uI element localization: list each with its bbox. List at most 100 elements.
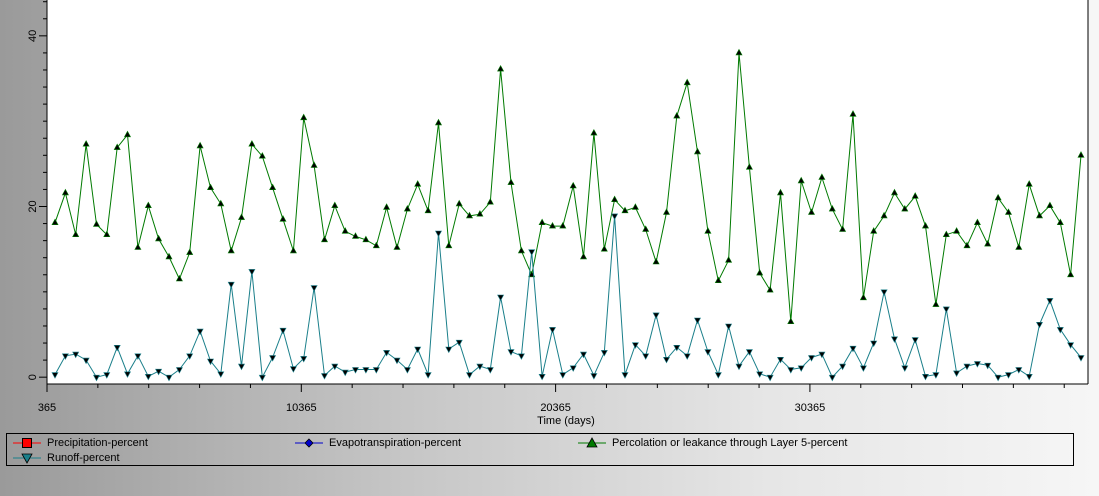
data-point (714, 276, 722, 284)
data-point (528, 249, 536, 256)
data-point (714, 372, 722, 379)
data-point (1035, 321, 1044, 329)
data-point (383, 350, 391, 357)
data-point (942, 306, 950, 314)
data-point (611, 195, 619, 202)
data-point (72, 230, 80, 237)
data-point (600, 350, 608, 357)
data-point (269, 355, 277, 362)
data-point (92, 374, 101, 382)
data-point (217, 199, 225, 207)
data-point (921, 221, 930, 229)
data-point (61, 353, 69, 360)
data-point (227, 281, 235, 289)
data-point (600, 245, 608, 252)
data-point (372, 367, 380, 374)
series-layer (51, 48, 1085, 382)
data-point (611, 213, 619, 221)
y-ticks: 0 20 40 (27, 1, 47, 380)
data-point (942, 230, 950, 237)
data-point (113, 344, 121, 352)
series-line (54, 215, 1082, 379)
data-point (103, 230, 111, 237)
data-point (507, 178, 515, 185)
x-ticks: 365 10365 20365 30365 (38, 384, 1065, 414)
square-marker-icon (13, 438, 41, 448)
data-point (901, 365, 909, 372)
data-point (237, 363, 246, 371)
data-point (497, 294, 505, 302)
data-point (92, 220, 101, 227)
data-point (61, 188, 69, 196)
data-point (424, 206, 432, 214)
data-point (725, 323, 733, 331)
legend-label: Precipitation-percent (47, 437, 148, 449)
data-point (693, 317, 702, 325)
data-point (590, 373, 598, 380)
data-point (186, 353, 194, 360)
data-point (839, 363, 847, 371)
data-point (756, 268, 764, 276)
data-point (1046, 201, 1054, 208)
data-point (134, 353, 142, 360)
data-point (113, 143, 121, 150)
data-point (465, 211, 474, 219)
x-axis-label: Time (days) (537, 415, 595, 427)
data-point (693, 147, 702, 155)
data-point (849, 110, 857, 117)
data-point (766, 374, 774, 382)
data-point (486, 367, 494, 374)
diamond-marker-icon (295, 438, 323, 448)
data-point (82, 140, 90, 147)
data-point (414, 180, 422, 187)
data-point (911, 192, 919, 199)
data-point (300, 356, 308, 363)
data-point (310, 285, 318, 292)
data-point (984, 239, 992, 247)
data-point (123, 371, 132, 378)
plot-background (47, 0, 1088, 384)
data-point (434, 118, 443, 126)
data-point (787, 317, 795, 325)
data-point (175, 367, 183, 374)
data-point (393, 243, 401, 250)
data-point (123, 130, 132, 138)
data-point (953, 370, 961, 378)
data-point (984, 362, 992, 370)
data-point (414, 346, 422, 354)
x-tick-label: 365 (38, 402, 56, 414)
data-point (310, 161, 318, 168)
data-point (756, 371, 764, 378)
data-point (206, 183, 215, 190)
data-point (341, 369, 349, 377)
data-point (144, 201, 152, 208)
data-point (403, 367, 411, 374)
data-point (683, 353, 691, 360)
legend-label: Runoff-percent (47, 452, 120, 464)
data-point (859, 293, 867, 301)
data-point (631, 203, 639, 210)
data-point (144, 373, 152, 381)
triangle-down-marker-icon (13, 453, 41, 464)
data-point (569, 365, 577, 372)
data-point (445, 241, 453, 249)
data-point (341, 227, 349, 234)
data-point (859, 365, 867, 372)
data-point (538, 373, 546, 381)
data-point (331, 201, 339, 208)
y-tick-label: 40 (27, 30, 39, 42)
data-point (994, 193, 1002, 201)
data-point (476, 210, 484, 217)
data-point (497, 64, 505, 72)
data-point (455, 199, 463, 207)
data-point (320, 373, 329, 380)
data-point (704, 227, 712, 234)
legend-label: Evapotranspiration-percent (329, 437, 462, 449)
data-point (932, 372, 940, 379)
data-point (662, 356, 671, 364)
data-point (351, 367, 360, 374)
x-tick-label: 10365 (286, 402, 317, 414)
data-point (186, 248, 194, 255)
data-point (839, 225, 847, 232)
data-point (621, 372, 629, 379)
